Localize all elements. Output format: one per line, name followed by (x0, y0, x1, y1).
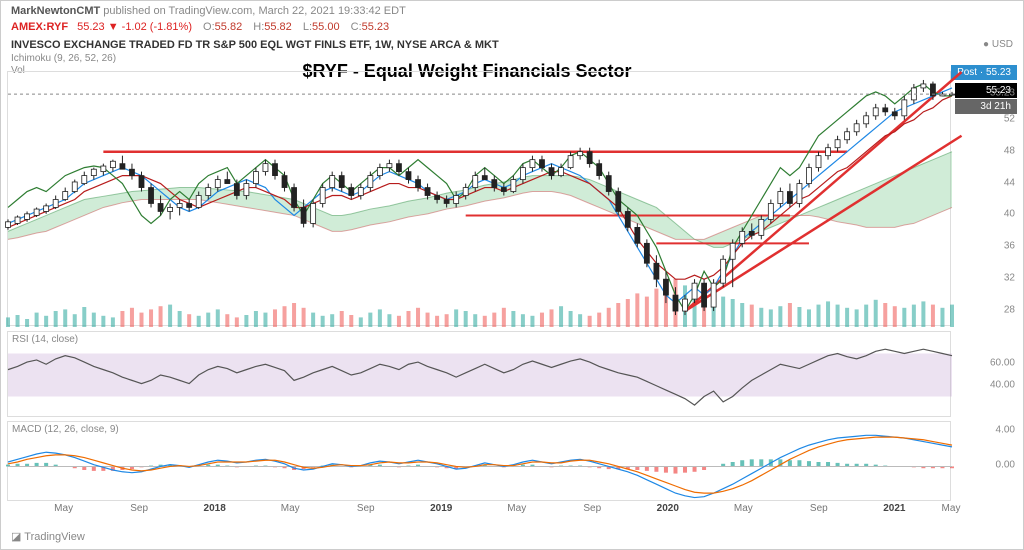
author: MarkNewtonCMT (11, 5, 100, 17)
instrument-desc: INVESCO EXCHANGE TRADED FD TR S&P 500 EQ… (11, 39, 499, 51)
tradingview-logo[interactable]: ◪ TradingView (11, 530, 85, 543)
price-panel[interactable] (7, 71, 951, 326)
author-line: MarkNewtonCMT published on TradingView.c… (11, 5, 406, 17)
symbol-row: AMEX:RYF 55.23 ▼ -1.02 (-1.81%) O:55.82 … (11, 21, 389, 33)
chart-frame: MarkNewtonCMT published on TradingView.c… (0, 0, 1024, 550)
rsi-panel[interactable]: RSI (14, close) (7, 331, 951, 417)
axis-unit: ● USD (983, 39, 1013, 50)
time-axis[interactable]: MaySep2018MaySep2019MaySep2020MaySep2021… (7, 503, 951, 527)
bar-timer: 3d 21h (955, 99, 1017, 114)
macd-panel[interactable]: MACD (12, 26, close, 9) (7, 421, 951, 501)
